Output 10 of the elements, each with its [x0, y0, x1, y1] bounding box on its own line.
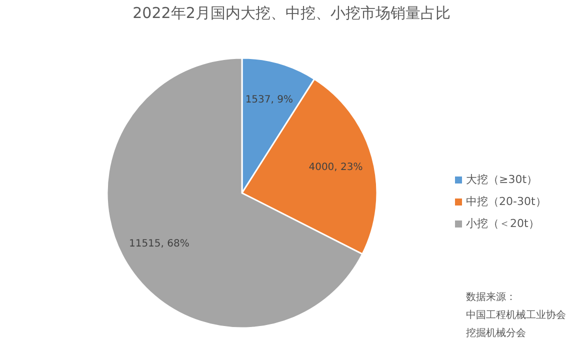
source-note: 数据来源： — [466, 291, 516, 303]
text: 挖掘机械分会 — [466, 327, 526, 339]
text: 中国工程机械工业协会 — [466, 309, 566, 321]
legend-label: 小挖（＜20t） — [466, 217, 540, 230]
chart-title: 2022年2月国内大挖、中挖、小挖市场销量占比 — [132, 4, 450, 22]
data-label: 4000, 23% — [308, 162, 363, 174]
legend-label: 中挖（20-30t） — [466, 195, 546, 208]
legend-label: 大挖（≥30t） — [466, 173, 538, 186]
data-label: 11515, 68% — [128, 238, 190, 250]
data-label: 1537, 9% — [245, 94, 293, 106]
